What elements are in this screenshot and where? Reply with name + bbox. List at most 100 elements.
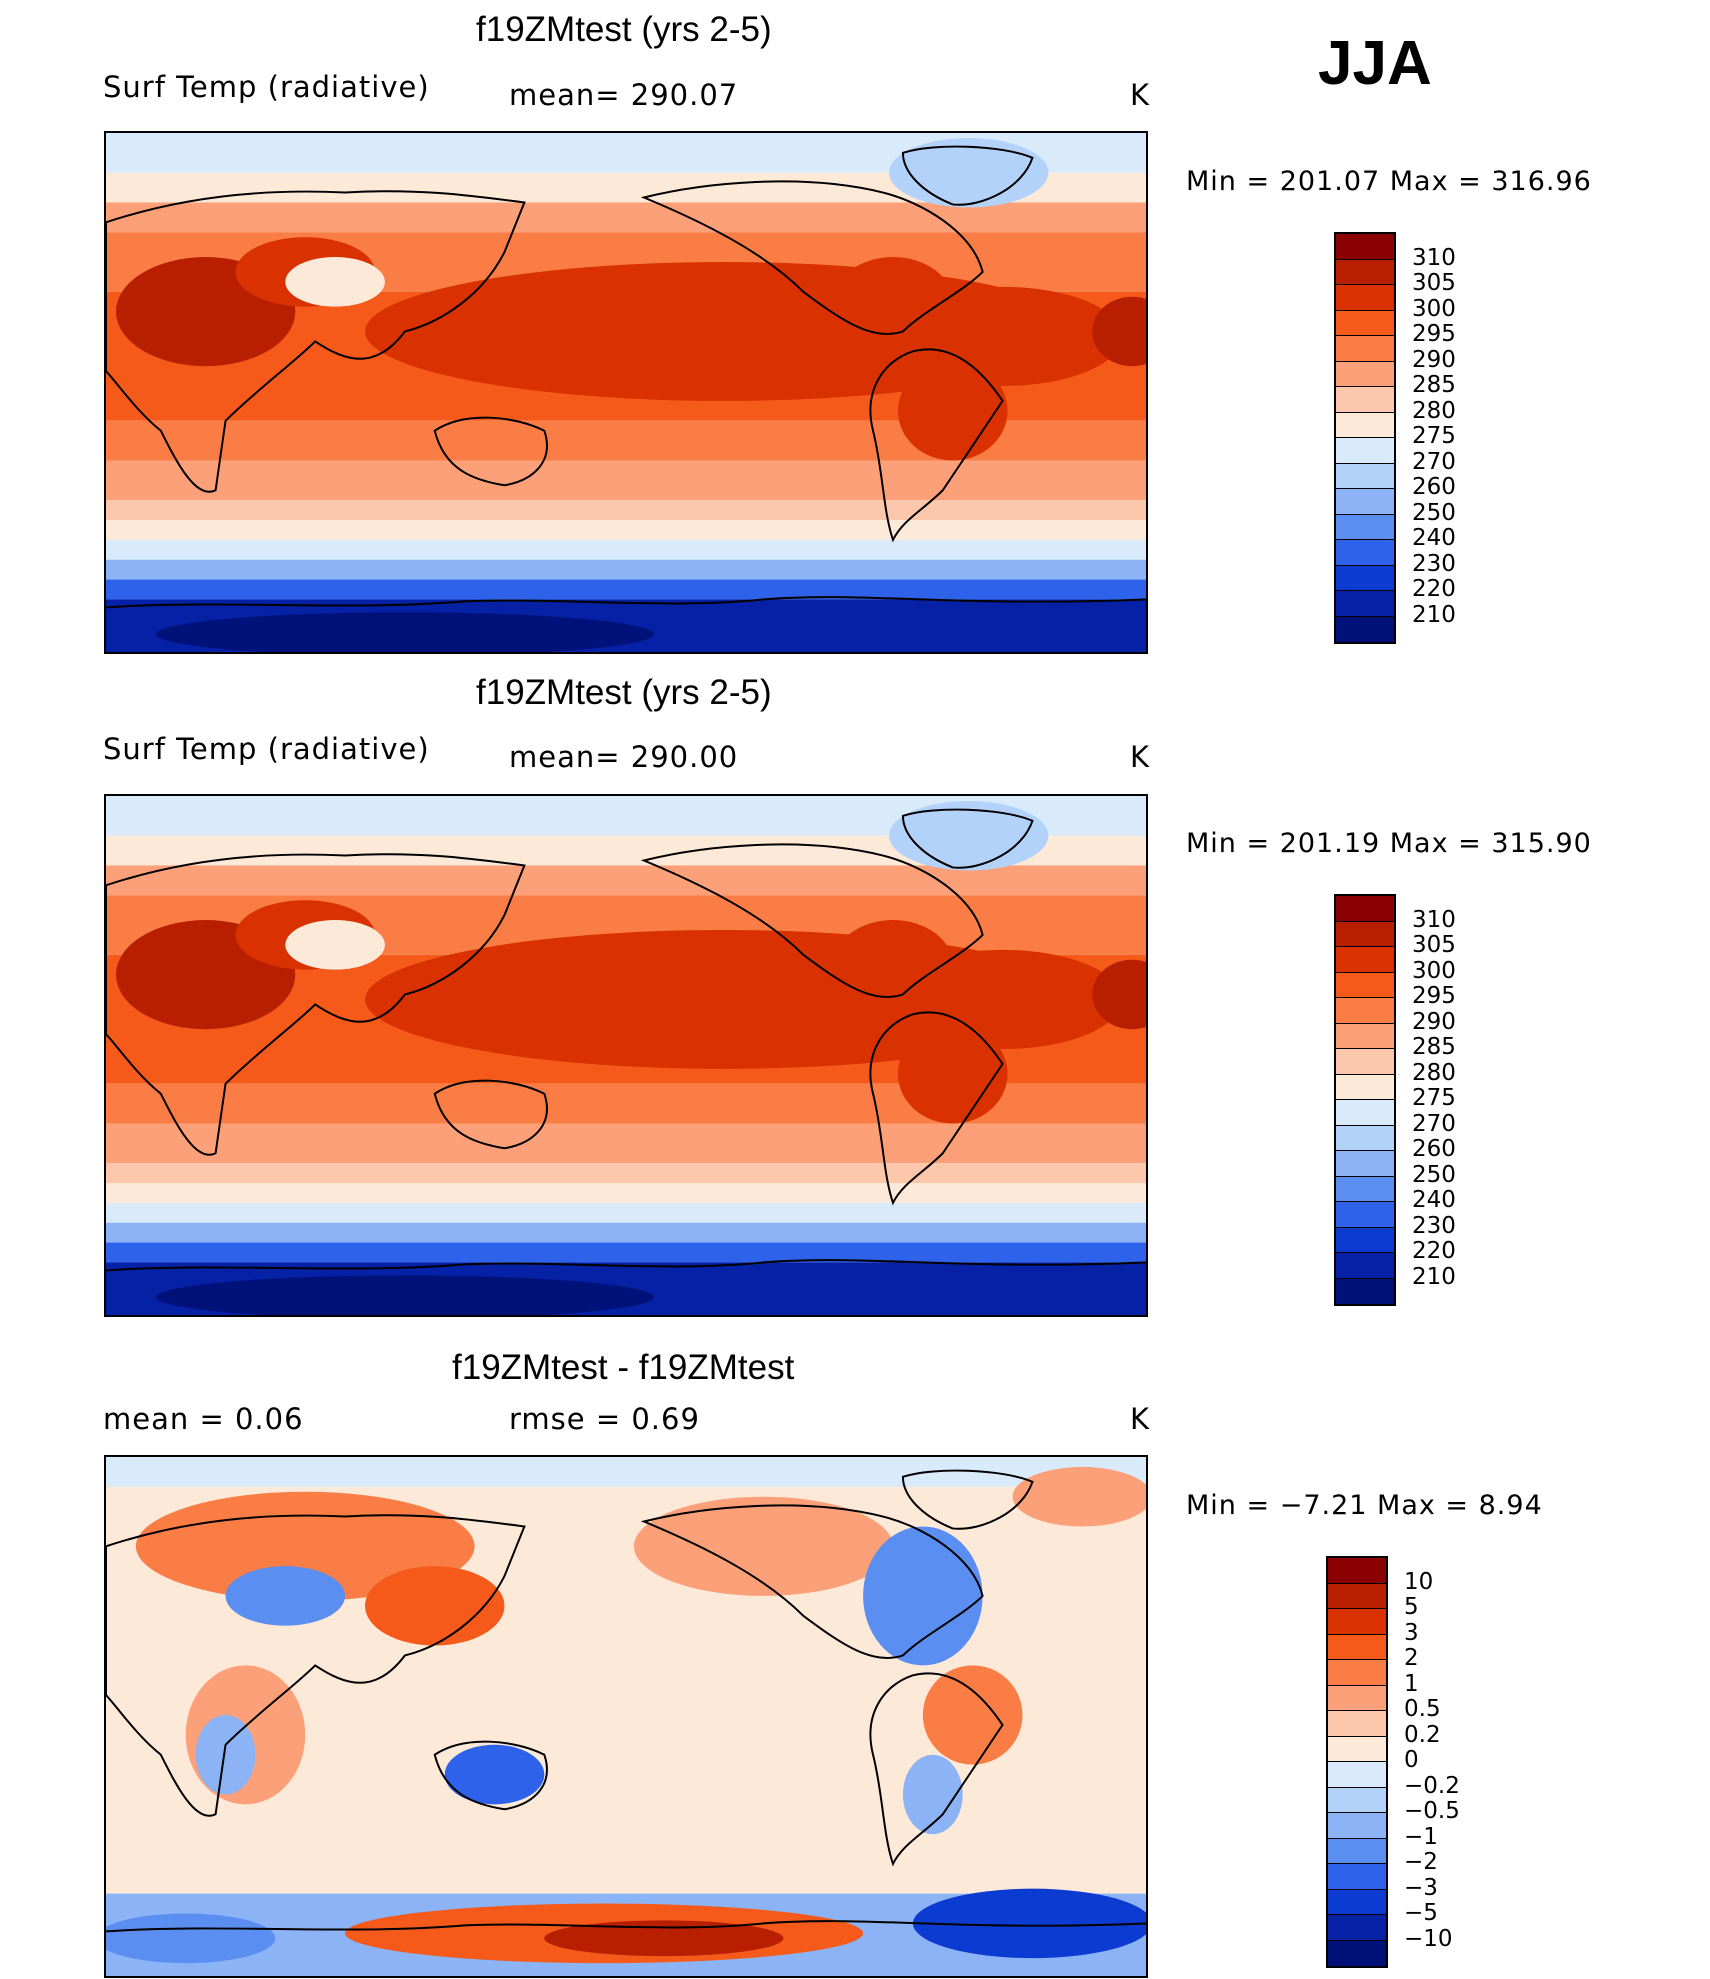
colorbar-level-label: 285 bbox=[1412, 1034, 1456, 1060]
colorbar-level-label: 270 bbox=[1412, 448, 1456, 475]
panel-1-units-label: K bbox=[1130, 78, 1151, 112]
colorbar-swatch bbox=[1328, 1583, 1386, 1609]
colorbar-swatch bbox=[1336, 489, 1394, 515]
colorbar-level-label: 260 bbox=[1412, 474, 1456, 500]
colorbar-swatch bbox=[1328, 1889, 1386, 1915]
colorbar-level-label: −1 bbox=[1404, 1823, 1438, 1850]
colorbar-swatch bbox=[1336, 1074, 1394, 1100]
panel-3-colorbar-labels: 10 5 3 2 1 0.5 0.2 0 −0.2 −0.5 −1 −2 −3 −5 −10 bbox=[1404, 1556, 1484, 1968]
colorbar-level-label: 290 bbox=[1412, 346, 1456, 373]
colorbar-level-label: 300 bbox=[1412, 295, 1456, 322]
colorbar-swatch bbox=[1336, 1023, 1394, 1049]
colorbar-level-label: 290 bbox=[1412, 1008, 1456, 1035]
colorbar-swatch bbox=[1336, 1100, 1394, 1126]
panel-1-variable-label: Surf Temp (radiative) bbox=[103, 70, 430, 104]
colorbar-level-label: 10 bbox=[1404, 1568, 1434, 1595]
colorbar-swatch bbox=[1328, 1813, 1386, 1839]
panel-2-title: f19ZMtest (yrs 2-5) bbox=[476, 673, 772, 712]
colorbar-swatch bbox=[1336, 540, 1394, 566]
colorbar-level-label: −5 bbox=[1404, 1900, 1438, 1926]
panel-1-title: f19ZMtest (yrs 2-5) bbox=[476, 10, 772, 49]
colorbar-swatch bbox=[1336, 921, 1394, 947]
colorbar-swatch bbox=[1328, 1838, 1386, 1864]
panel-3-mean-label: mean = 0.06 bbox=[103, 1402, 304, 1436]
panel-3-map bbox=[104, 1455, 1148, 1978]
colorbar-level-label: 300 bbox=[1412, 957, 1456, 984]
colorbar-level-label: 0.2 bbox=[1404, 1721, 1441, 1748]
panel-3-map-graphic bbox=[106, 1457, 1146, 1976]
colorbar-swatch bbox=[1336, 1253, 1394, 1279]
colorbar-swatch bbox=[1336, 947, 1394, 973]
colorbar-level-label: 275 bbox=[1412, 1085, 1456, 1111]
colorbar-swatch bbox=[1336, 1049, 1394, 1075]
colorbar-swatch bbox=[1336, 591, 1394, 617]
colorbar-swatch bbox=[1336, 616, 1394, 642]
colorbar-swatch bbox=[1328, 1685, 1386, 1711]
panel-3-units-label: K bbox=[1130, 1402, 1151, 1436]
colorbar-level-label: 5 bbox=[1404, 1594, 1419, 1620]
colorbar-level-label: 0 bbox=[1404, 1747, 1419, 1773]
colorbar-level-label: 1 bbox=[1404, 1670, 1419, 1697]
colorbar-swatch bbox=[1336, 896, 1394, 922]
colorbar-swatch bbox=[1328, 1711, 1386, 1737]
colorbar-level-label: 220 bbox=[1412, 576, 1456, 602]
colorbar-swatch bbox=[1336, 1202, 1394, 1228]
colorbar-level-label: 3 bbox=[1404, 1619, 1419, 1646]
colorbar-level-label: 240 bbox=[1412, 1187, 1456, 1213]
panel-1-map bbox=[104, 131, 1148, 654]
panel-3-minmax: Min = −7.21 Max = 8.94 bbox=[1186, 1490, 1543, 1521]
panel-3-colorbar bbox=[1326, 1556, 1388, 1968]
colorbar-swatch bbox=[1336, 565, 1394, 591]
panel-2-map bbox=[104, 794, 1148, 1317]
colorbar-swatch bbox=[1336, 1176, 1394, 1202]
colorbar-level-label: 280 bbox=[1412, 1059, 1456, 1086]
colorbar-level-label: 285 bbox=[1412, 372, 1456, 398]
panel-2-units-label: K bbox=[1130, 740, 1151, 774]
colorbar-swatch bbox=[1328, 1736, 1386, 1762]
colorbar-level-label: 250 bbox=[1412, 1161, 1456, 1188]
panel-2-colorbar bbox=[1334, 894, 1396, 1306]
colorbar-swatch bbox=[1328, 1660, 1386, 1686]
colorbar-swatch bbox=[1336, 1278, 1394, 1304]
colorbar-level-label: 310 bbox=[1412, 244, 1456, 271]
colorbar-swatch bbox=[1336, 387, 1394, 413]
colorbar-level-label: 305 bbox=[1412, 270, 1456, 296]
panel-1-map-graphic bbox=[106, 133, 1146, 652]
panel-2-variable-label: Surf Temp (radiative) bbox=[103, 732, 430, 766]
colorbar-swatch bbox=[1336, 285, 1394, 311]
colorbar-level-label: 260 bbox=[1412, 1136, 1456, 1162]
colorbar-swatch bbox=[1336, 438, 1394, 464]
colorbar-swatch bbox=[1336, 1151, 1394, 1177]
panel-3-rmse-label: rmse = 0.69 bbox=[509, 1402, 700, 1436]
colorbar-swatch bbox=[1328, 1787, 1386, 1813]
colorbar-swatch bbox=[1336, 1125, 1394, 1151]
colorbar-level-label: 270 bbox=[1412, 1110, 1456, 1137]
panel-2-minmax: Min = 201.19 Max = 315.90 bbox=[1186, 828, 1592, 859]
colorbar-level-label: 210 bbox=[1412, 1263, 1456, 1290]
panel-1-mean-label: mean= 290.07 bbox=[509, 78, 739, 112]
colorbar-level-label: 250 bbox=[1412, 499, 1456, 526]
colorbar-swatch bbox=[1336, 310, 1394, 336]
panel-1-colorbar bbox=[1334, 232, 1396, 644]
colorbar-level-label: 310 bbox=[1412, 906, 1456, 933]
colorbar-swatch bbox=[1336, 972, 1394, 998]
colorbar-level-label: 230 bbox=[1412, 1212, 1456, 1239]
colorbar-level-label: 240 bbox=[1412, 525, 1456, 551]
colorbar-swatch bbox=[1336, 336, 1394, 362]
colorbar-level-label: 275 bbox=[1412, 423, 1456, 449]
colorbar-swatch bbox=[1336, 234, 1394, 260]
colorbar-level-label: 295 bbox=[1412, 321, 1456, 347]
colorbar-swatch bbox=[1328, 1558, 1386, 1584]
colorbar-level-label: −0.5 bbox=[1404, 1798, 1460, 1824]
colorbar-swatch bbox=[1328, 1634, 1386, 1660]
colorbar-level-label: 230 bbox=[1412, 550, 1456, 577]
season-label: JJA bbox=[1318, 29, 1432, 98]
colorbar-swatch bbox=[1336, 412, 1394, 438]
colorbar-level-label: −0.2 bbox=[1404, 1772, 1460, 1799]
colorbar-swatch bbox=[1328, 1940, 1386, 1966]
colorbar-level-label: 305 bbox=[1412, 932, 1456, 958]
colorbar-swatch bbox=[1336, 463, 1394, 489]
colorbar-swatch bbox=[1328, 1762, 1386, 1788]
colorbar-level-label: −10 bbox=[1404, 1925, 1453, 1952]
colorbar-level-label: −3 bbox=[1404, 1874, 1438, 1901]
